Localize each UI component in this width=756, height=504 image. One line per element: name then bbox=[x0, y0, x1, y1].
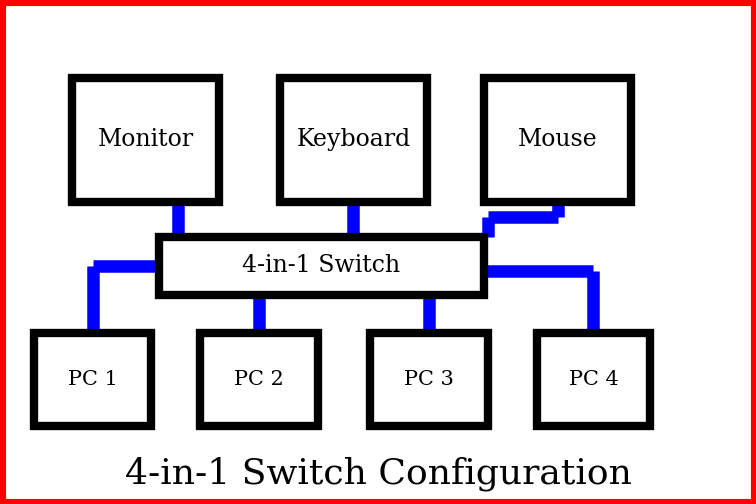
Text: Mouse: Mouse bbox=[518, 129, 597, 151]
Text: 4-in-1 Switch: 4-in-1 Switch bbox=[242, 255, 401, 277]
Text: PC 1: PC 1 bbox=[68, 370, 117, 389]
Text: Monitor: Monitor bbox=[98, 129, 194, 151]
Text: PC 4: PC 4 bbox=[569, 370, 618, 389]
Text: PC 3: PC 3 bbox=[404, 370, 454, 389]
FancyBboxPatch shape bbox=[484, 78, 631, 202]
FancyBboxPatch shape bbox=[280, 78, 427, 202]
Text: PC 2: PC 2 bbox=[234, 370, 284, 389]
Text: Keyboard: Keyboard bbox=[296, 129, 411, 151]
FancyBboxPatch shape bbox=[72, 78, 219, 202]
FancyBboxPatch shape bbox=[370, 333, 488, 426]
FancyBboxPatch shape bbox=[34, 333, 151, 426]
FancyBboxPatch shape bbox=[537, 333, 650, 426]
FancyBboxPatch shape bbox=[159, 237, 484, 295]
FancyBboxPatch shape bbox=[200, 333, 318, 426]
Text: 4-in-1 Switch Configuration: 4-in-1 Switch Configuration bbox=[125, 457, 631, 491]
